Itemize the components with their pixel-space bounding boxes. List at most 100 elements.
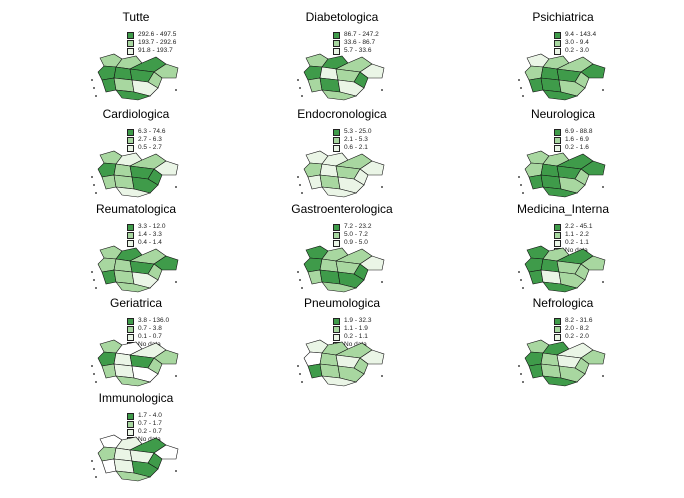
map-district	[542, 89, 579, 101]
legend-row: 0.9 - 5.0	[333, 239, 371, 247]
legend-swatch	[127, 412, 134, 420]
map-title: Medicina_Interna	[516, 202, 610, 216]
legend-label: 3.3 - 12.0	[138, 223, 166, 230]
legend-label: 0.2 - 1.1	[565, 239, 589, 246]
map-district	[337, 365, 365, 383]
legend-label: 5.7 - 33.6	[344, 47, 372, 54]
map-title: Psichiatrica	[532, 10, 594, 24]
map-district	[101, 77, 117, 93]
legend-swatch	[554, 144, 561, 152]
legend-swatch	[333, 128, 340, 136]
legend-row: 91.8 - 193.7	[127, 47, 176, 55]
island-dot	[602, 375, 604, 377]
map-district	[101, 458, 117, 474]
legend-swatch	[333, 39, 340, 47]
map-district	[359, 160, 385, 176]
legend-swatch	[127, 239, 134, 247]
legend-row: 7.2 - 23.2	[333, 223, 371, 231]
legend-row: 86.7 - 247.2	[333, 31, 379, 39]
legend-label: 0.5 - 2.7	[138, 144, 162, 151]
legend-swatch	[127, 325, 134, 333]
map-district	[359, 63, 385, 79]
map-title: Reumatologica	[95, 202, 177, 216]
map-panel: Cardiologica 6.3 - 74.6 2.7 - 6.3 0.5 - 2.7	[76, 107, 196, 199]
legend-row: 33.6 - 86.7	[333, 39, 379, 47]
map-district	[528, 363, 544, 379]
legend-row: 1.7 - 4.0	[127, 412, 162, 420]
legend-swatch	[127, 223, 134, 231]
legend-row: 0.5 - 2.7	[127, 144, 165, 152]
island-dot	[520, 87, 522, 89]
legend-swatch	[333, 231, 340, 239]
island-dot	[381, 89, 383, 91]
legend-swatch	[127, 144, 134, 152]
legend-row: 0.2 - 0.7	[127, 428, 162, 436]
map-district	[115, 281, 152, 293]
map-district	[542, 375, 579, 387]
choropleth-map	[503, 242, 623, 294]
legend-label: 1.6 - 6.9	[565, 136, 589, 143]
legend-label: No data	[138, 341, 161, 348]
island-dot	[93, 468, 95, 470]
map-panel: Pneumologica 1.9 - 32.3 1.1 - 1.9 0.2 - 1.1…	[282, 296, 402, 388]
map-panel: Endocronologica 5.3 - 25.0 2.1 - 5.3 0.6 - …	[282, 107, 402, 199]
legend-label: 0.1 - 0.7	[138, 333, 162, 340]
island-dot	[95, 95, 97, 97]
legend-label: 193.7 - 292.6	[138, 39, 177, 46]
legend-label: 2.0 - 8.2	[565, 325, 589, 332]
island-dot	[95, 192, 97, 194]
island-dot	[299, 87, 301, 89]
legend-swatch	[333, 317, 340, 325]
legend-row: 3.8 - 136.0	[127, 317, 169, 325]
island-dot	[93, 373, 95, 375]
legend-swatch	[127, 428, 134, 436]
map-district	[115, 186, 152, 198]
map-district	[115, 89, 152, 101]
island-dot	[522, 381, 524, 383]
island-dot	[91, 176, 93, 178]
legend-row: 0.7 - 1.7	[127, 420, 162, 428]
map-panel: Reumatologica 3.3 - 12.0 1.4 - 3.3 0.4 - 1.…	[76, 202, 196, 294]
island-dot	[602, 281, 604, 283]
map-legend: 292.6 - 497.5 193.7 - 292.6 91.8 - 193.7	[127, 31, 176, 55]
map-district	[101, 269, 117, 285]
legend-swatch	[127, 136, 134, 144]
legend-label: 0.7 - 1.7	[138, 420, 162, 427]
island-dot	[91, 365, 93, 367]
map-district	[558, 176, 586, 194]
map-title: Diabetologica	[305, 10, 379, 24]
map-title: Endocronologica	[297, 107, 387, 121]
island-dot	[297, 271, 299, 273]
legend-row: 2.0 - 8.2	[554, 325, 592, 333]
legend-label: 8.2 - 31.6	[565, 317, 593, 324]
legend-swatch	[554, 128, 561, 136]
choropleth-map	[503, 336, 623, 388]
legend-swatch	[554, 31, 561, 39]
legend-swatch	[333, 325, 340, 333]
map-title: Neurologica	[530, 107, 596, 121]
map-district	[558, 271, 586, 289]
map-panel: Diabetologica 86.7 - 247.2 33.6 - 86.7 5.7 …	[282, 10, 402, 102]
island-dot	[522, 287, 524, 289]
legend-label: 0.7 - 3.8	[138, 325, 162, 332]
legend-label: 6.3 - 74.6	[138, 128, 166, 135]
legend-label: 2.2 - 45.1	[565, 223, 593, 230]
legend-row: 292.6 - 497.5	[127, 31, 176, 39]
island-dot	[518, 365, 520, 367]
island-dot	[95, 287, 97, 289]
legend-row: 1.6 - 6.9	[554, 136, 592, 144]
island-dot	[301, 381, 303, 383]
island-dot	[95, 476, 97, 478]
map-district	[558, 365, 586, 383]
legend-label: 292.6 - 497.5	[138, 31, 177, 38]
legend-swatch	[333, 144, 340, 152]
legend-row: 6.3 - 74.6	[127, 128, 165, 136]
legend-label: 2.1 - 5.3	[344, 136, 368, 143]
legend-label: 3.0 - 9.4	[565, 39, 589, 46]
choropleth-map	[76, 242, 196, 294]
legend-swatch	[333, 47, 340, 55]
map-district	[359, 255, 385, 271]
island-dot	[518, 176, 520, 178]
legend-swatch	[333, 31, 340, 39]
legend-row: 0.7 - 3.8	[127, 325, 169, 333]
